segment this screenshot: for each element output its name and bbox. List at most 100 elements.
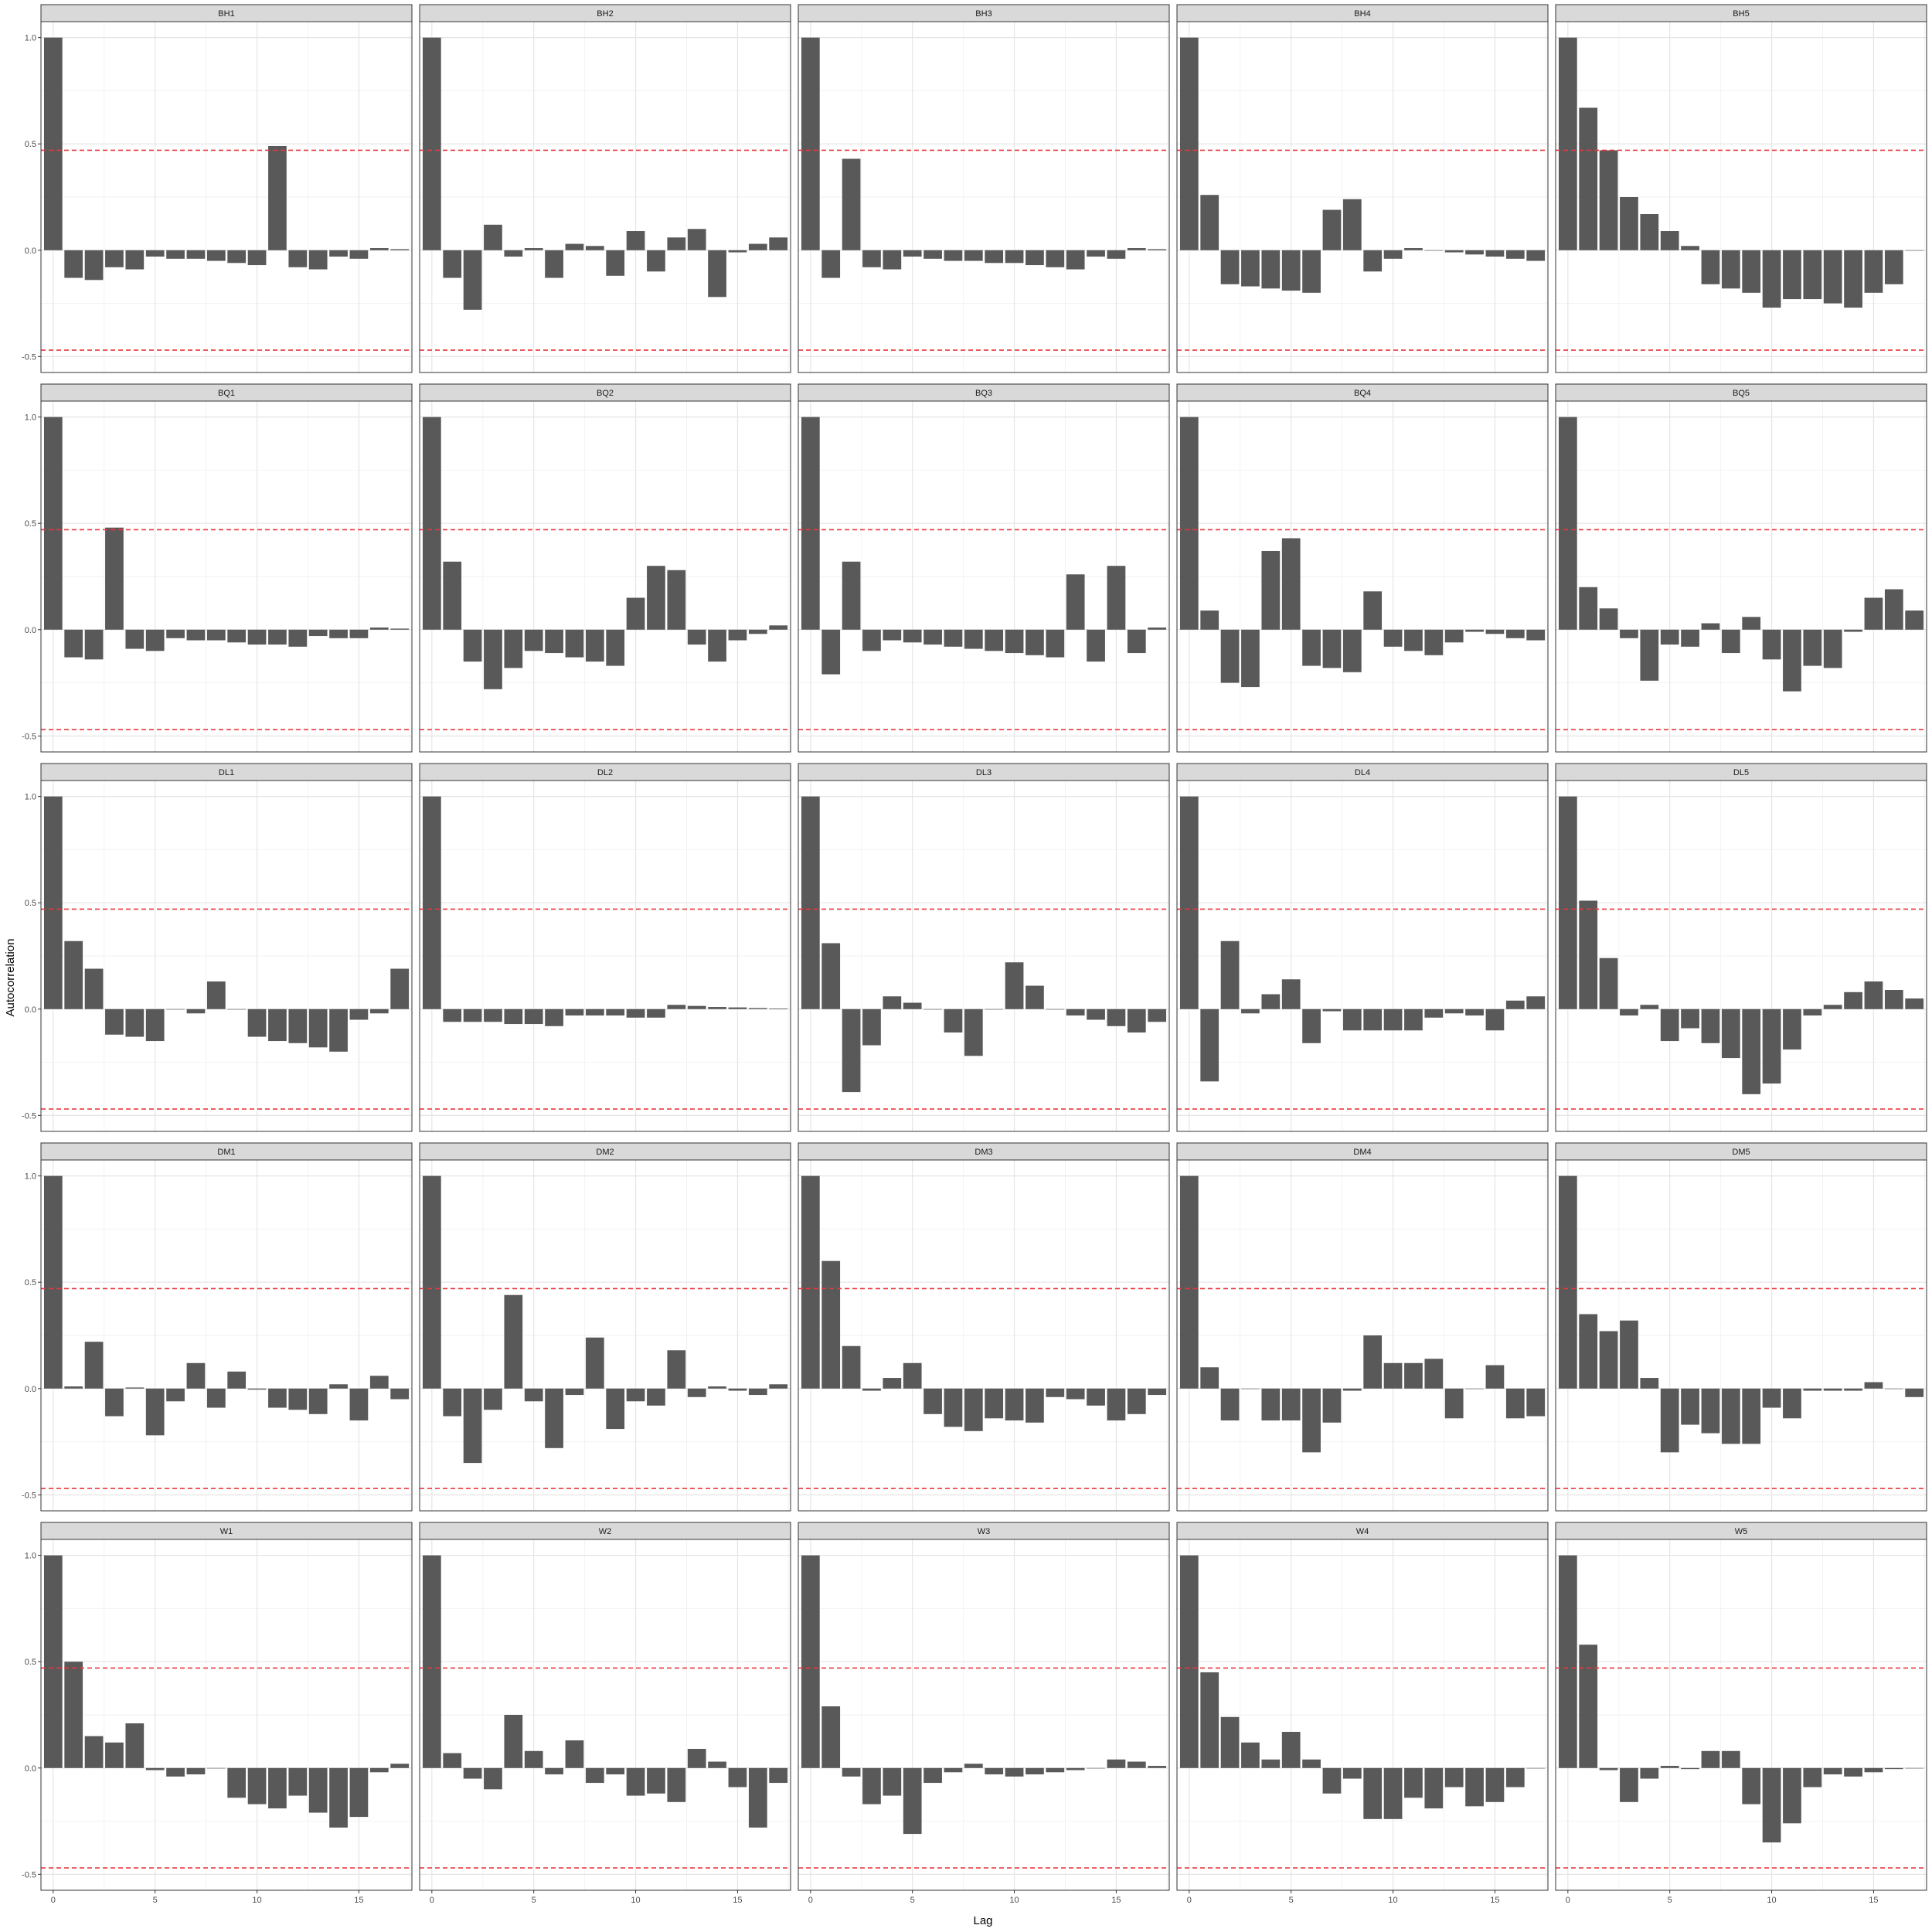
acf-bar [1884,250,1903,284]
strip-label: DL3 [976,768,992,777]
acf-bar [43,1175,63,1389]
acf-bar [1302,1388,1321,1453]
acf-bar [903,1362,922,1389]
acf-bar [1742,617,1761,630]
acf-bar [923,250,942,259]
acf-bar [504,1009,523,1025]
acf-bar [369,1376,389,1389]
acf-bar [349,1388,369,1421]
acf-bar [308,1009,328,1048]
acf-bar [1107,566,1126,630]
acf-bar [308,1388,328,1414]
acf-bar [1363,1009,1383,1031]
acf-bar [1127,1388,1146,1414]
acf-bar [545,250,563,278]
acf-bar [667,1767,686,1802]
acf-bar [1721,629,1740,654]
x-tick-label: 0 [51,1896,56,1905]
acf-bar [524,629,543,651]
acf-bar [565,1009,584,1016]
strip-label: DM3 [975,1148,992,1157]
acf-bar [1905,250,1924,251]
acf-bar [247,250,267,266]
acf-bar [944,1009,963,1033]
acf-bar [125,1387,145,1389]
panel-bq5: BQ5 [1555,383,1927,753]
acf-bar [1005,962,1024,1009]
strip-label: DL5 [1733,768,1749,777]
acf-bar [463,250,482,310]
acf-bar [1803,250,1822,300]
acf-bar [1026,250,1044,266]
acf-bar [484,629,502,689]
acf-bar [1783,250,1801,300]
acf-bar [288,1388,308,1410]
x-tick-label: 0 [1187,1896,1192,1905]
acf-bar [647,250,665,272]
acf-bar [1302,629,1321,666]
acf-bar [1762,629,1781,660]
acf-bar [422,1555,441,1768]
acf-bar [687,1749,706,1768]
panel-border [419,1539,791,1891]
acf-bar [64,1386,83,1389]
acf-bar [862,250,881,267]
acf-bar [821,1260,841,1389]
acf-bar [443,561,462,630]
acf-bar [1026,1388,1044,1423]
y-tick-label: 0.0 [25,1005,36,1015]
acf-bar [463,1009,482,1022]
acf-bar [288,250,308,267]
acf-bar [1087,629,1105,662]
y-tick-label: -0.5 [22,1111,36,1121]
acf-bar [1864,597,1883,630]
acf-bar [227,629,247,643]
acf-bar [964,1764,983,1768]
acf-bar [1505,1388,1525,1419]
acf-bar [1363,1767,1383,1819]
acf-bar [985,1767,1004,1775]
panel-border [1176,1159,1549,1512]
panel-dm5: DM5 [1555,1142,1927,1512]
acf-bar [1701,1750,1720,1768]
acf-bar [390,628,410,630]
acf-bar [748,629,767,634]
acf-bar [1742,1767,1761,1804]
acf-bar [1179,417,1199,630]
strip-label: BH1 [218,9,234,19]
acf-bar [390,968,410,1009]
acf-bar [1599,150,1618,250]
panel-border [40,21,413,373]
acf-bar [288,1767,308,1796]
x-tick-label: 5 [910,1896,915,1905]
acf-bar [329,629,348,638]
acf-bar [944,1767,963,1773]
acf-bar [821,1706,841,1768]
acf-bar [1505,250,1525,259]
acf-bar [1066,574,1085,630]
panel-border [1176,1539,1549,1891]
acf-bar [422,796,441,1009]
acf-bar [1579,1314,1598,1389]
acf-bar [84,1342,104,1389]
acf-bar [186,250,206,259]
acf-bar [1148,1766,1167,1768]
y-tick-label: 1.0 [25,1172,36,1182]
acf-bar [443,250,462,278]
panel-w5: W5 0 5 10 15 [1555,1522,1927,1905]
acf-bar [145,1009,165,1042]
acf-bar [268,1767,287,1809]
acf-bar [1342,1009,1362,1031]
panel-dl5: DL5 [1555,763,1927,1132]
acf-bar [1066,250,1085,270]
panel-border [1555,1159,1927,1512]
acf-bar [288,629,308,647]
strip-label: BQ1 [218,389,235,398]
acf-bar [903,1767,922,1835]
acf-bar [1383,1767,1403,1819]
acf-bar [1505,1767,1525,1787]
acf-bar [647,1009,665,1018]
acf-bar [1005,1388,1024,1421]
acf-bar [1220,1716,1240,1768]
y-tick-label: 0.5 [25,899,36,908]
